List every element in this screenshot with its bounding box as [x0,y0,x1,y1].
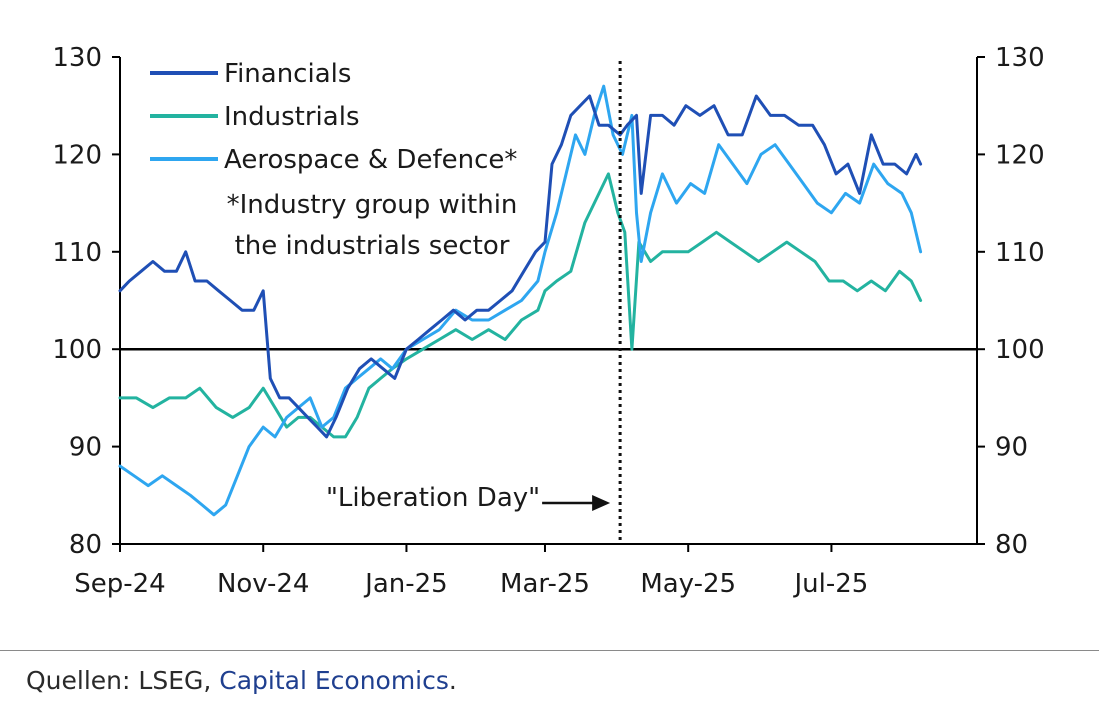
chart: 80 80 90 90 100 100 110 110 120 120 130 130 Sep-24 No… [52,43,1044,599]
right-y-tick-label: 90 [995,433,1028,463]
source-suffix: . [448,666,457,695]
series-lines [118,84,923,517]
legend-note-line: the industrials sector [235,231,510,261]
left-y-tick-label: 80 [69,530,102,560]
source-note: Quellen: LSEG, Capital Economics. [26,666,457,695]
right-y-tick-label: 80 [995,530,1028,560]
annotation: "Liberation Day" [326,61,622,544]
legend-label: Industrials [224,102,359,132]
series-line-aerospace-defence [118,84,923,517]
series-line-financials [118,94,923,439]
left-y-tick-label: 100 [52,335,102,365]
left-y-tick-label: 90 [69,433,102,463]
x-tick-label: Jul-25 [793,569,869,599]
right-y-tick-label: 110 [995,238,1045,268]
source-link[interactable]: Capital Economics [219,666,449,695]
legend-note-line: *Industry group within [227,190,518,220]
legend: Financials Industrials Aerospace & Defence… [150,59,517,261]
right-y-tick-label: 120 [995,140,1045,170]
source-prefix: Quellen: LSEG, [26,666,220,695]
left-y-tick-label: 120 [52,140,102,170]
x-tick-label: May-25 [640,569,736,599]
right-y-tick-label: 100 [995,335,1045,365]
left-y-tick-label: 110 [52,238,102,268]
x-tick-label: Mar-25 [500,569,590,599]
left-y-tick-label: 130 [52,43,102,73]
annotation-label: "Liberation Day" [326,483,540,513]
x-tick-label: Jan-25 [363,569,448,599]
legend-label: Aerospace & Defence* [224,145,517,175]
footer-divider [0,650,1099,651]
axes: 80 80 90 90 100 100 110 110 120 120 130 130 Sep-24 No… [52,43,1044,599]
series-line-industrials [118,172,923,439]
legend-label: Financials [224,59,351,89]
right-y-tick-label: 130 [995,43,1045,73]
x-tick-label: Sep-24 [74,569,165,599]
annotation-arrow-head [592,495,611,511]
x-tick-label: Nov-24 [217,569,310,599]
